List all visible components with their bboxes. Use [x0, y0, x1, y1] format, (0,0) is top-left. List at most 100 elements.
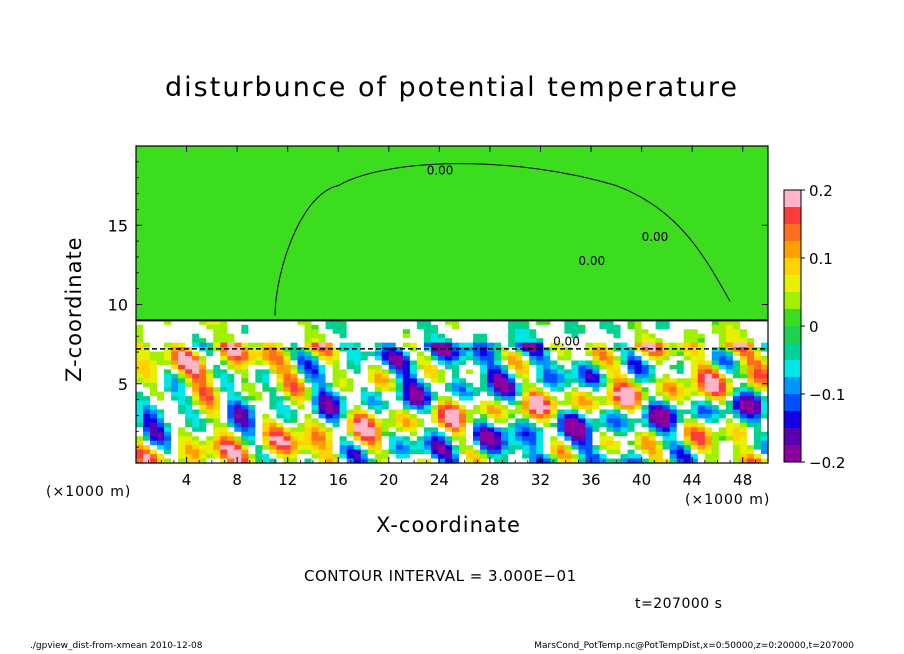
field-cell — [171, 324, 179, 330]
field-cell — [150, 360, 158, 366]
field-cell — [760, 360, 769, 366]
field-cell — [311, 413, 320, 420]
field-cell — [283, 422, 292, 428]
field-cell — [753, 356, 762, 362]
field-cell — [480, 387, 488, 393]
field-cell — [746, 338, 755, 344]
field-cell — [501, 329, 509, 335]
field-cell — [711, 333, 720, 339]
field-cell — [501, 338, 509, 344]
field-cell — [143, 369, 151, 375]
field-cell — [648, 378, 657, 384]
field-cell — [746, 373, 755, 379]
field-cell — [711, 387, 720, 393]
field-cell — [760, 409, 769, 415]
field-cell — [487, 405, 495, 411]
field-cell — [248, 458, 256, 464]
field-cell — [578, 382, 587, 388]
field-cell — [227, 445, 235, 451]
field-cell — [648, 413, 657, 420]
field-cell — [178, 454, 186, 460]
field-cell — [304, 356, 313, 362]
field-cell — [143, 382, 151, 388]
field-cell — [599, 338, 608, 344]
field-cell — [711, 454, 720, 460]
field-cell — [508, 351, 516, 357]
field-cell — [374, 324, 383, 330]
field-cell — [402, 413, 411, 420]
field-cell — [241, 400, 249, 406]
field-cell — [739, 400, 748, 406]
field-cell — [367, 396, 376, 402]
field-cell — [585, 342, 594, 348]
field-cell — [599, 360, 608, 366]
field-cell — [234, 391, 242, 397]
field-cell — [613, 387, 622, 393]
field-cell — [473, 373, 481, 379]
field-cell — [466, 431, 474, 437]
field-cell — [430, 329, 439, 335]
field-cell — [578, 338, 587, 344]
field-cell — [381, 409, 390, 415]
field-cell — [480, 351, 488, 357]
field-cell — [487, 400, 495, 406]
field-cell — [136, 445, 144, 451]
field-cell — [143, 378, 151, 384]
field-cell — [459, 427, 467, 433]
field-cell — [318, 378, 327, 384]
field-cell — [592, 396, 601, 402]
field-cell — [157, 431, 165, 437]
field-cell — [452, 436, 460, 442]
field-cell — [599, 329, 608, 335]
field-cell — [283, 413, 292, 420]
field-cell — [669, 409, 678, 415]
field-cell — [578, 458, 587, 464]
field-cell — [718, 329, 727, 335]
field-cell — [739, 449, 748, 455]
field-cell — [255, 364, 263, 370]
field-cell — [304, 329, 313, 335]
field-cell — [508, 445, 516, 451]
field-cell — [718, 360, 727, 366]
field-cell — [374, 458, 383, 464]
field-cell — [683, 458, 692, 464]
field-cell — [395, 364, 404, 370]
field-cell — [248, 333, 256, 339]
field-cell — [711, 409, 720, 415]
field-cell — [690, 333, 699, 339]
field-cell — [262, 396, 271, 402]
field-cell — [416, 364, 425, 370]
field-cell — [178, 320, 186, 326]
field-cell — [578, 342, 587, 348]
field-cell — [676, 400, 685, 406]
field-cell — [585, 458, 594, 464]
field-cell — [136, 382, 144, 388]
field-cell — [192, 413, 200, 420]
field-cell — [536, 454, 544, 460]
field-cell — [648, 356, 657, 362]
field-cell — [248, 382, 256, 388]
field-cell — [283, 351, 292, 357]
field-cell — [332, 342, 341, 348]
field-cell — [283, 369, 292, 375]
field-cell — [276, 396, 285, 402]
field-cell — [150, 422, 158, 428]
field-cell — [543, 378, 551, 384]
colorbar-tick-label: −0.1 — [809, 386, 845, 404]
field-cell — [725, 320, 734, 326]
field-cell — [199, 391, 207, 397]
field-cell — [276, 351, 285, 357]
field-cell — [501, 400, 509, 406]
field-cell — [508, 449, 516, 455]
field-cell — [669, 454, 678, 460]
field-cell — [480, 431, 488, 437]
field-cell — [669, 445, 678, 451]
field-cell — [276, 360, 285, 366]
field-cell — [683, 440, 692, 446]
field-cell — [739, 396, 748, 402]
field-cell — [346, 396, 355, 402]
field-cell — [578, 440, 587, 446]
field-cell — [466, 382, 474, 388]
field-cell — [557, 338, 565, 344]
field-cell — [157, 413, 165, 420]
